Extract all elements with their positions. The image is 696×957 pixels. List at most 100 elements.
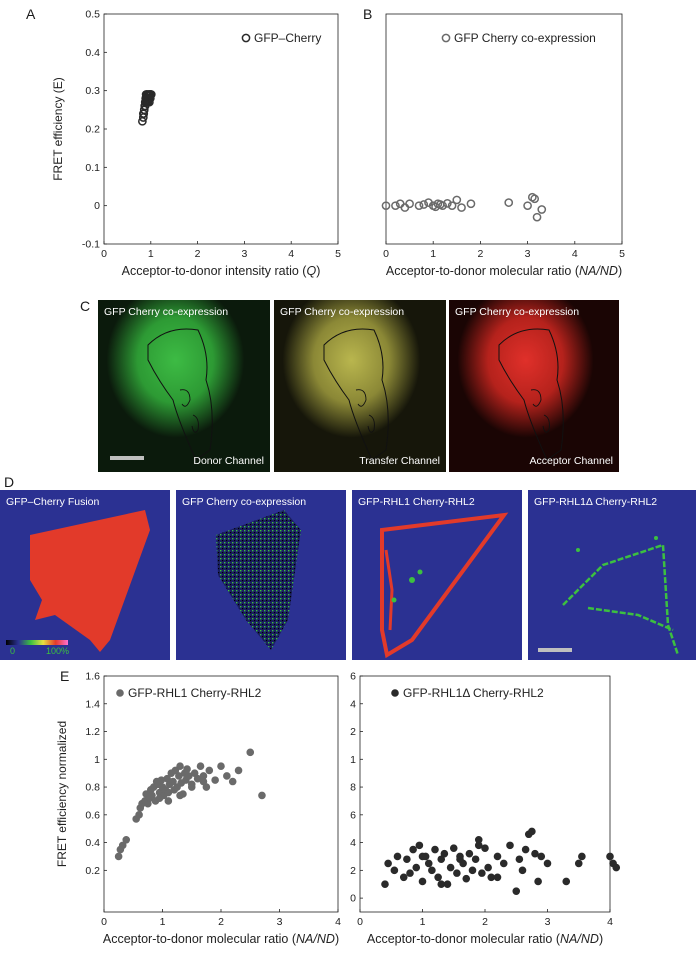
- x-axis-label: Acceptor-to-donor molecular ratio (NA/ND…: [103, 932, 339, 946]
- data-point: [418, 852, 427, 861]
- data-point: [484, 863, 492, 872]
- data-point: [424, 859, 433, 868]
- panel-label-c: C: [80, 298, 91, 314]
- data-point: [122, 836, 131, 844]
- y-tick-label: 0.2: [350, 865, 356, 877]
- data-point: [141, 90, 151, 99]
- transfer-caption: Transfer Channel: [359, 455, 440, 467]
- data-point: [205, 766, 214, 775]
- data-point: [481, 844, 489, 852]
- y-tick-label: 0.5: [85, 9, 100, 21]
- data-point: [512, 887, 521, 895]
- data-point: [391, 201, 400, 211]
- cell-edge: [380, 512, 509, 659]
- x-tick-label: 1: [160, 916, 166, 928]
- x-tick-label: 0: [101, 248, 107, 260]
- data-point: [515, 855, 524, 864]
- panel-label-b: B: [363, 6, 373, 22]
- x-tick-label: 2: [482, 916, 488, 928]
- fret-map-coexpression: GFP Cherry co-expression: [176, 490, 346, 660]
- y-tick-label: 0.8: [85, 782, 100, 794]
- data-point: [403, 855, 411, 864]
- data-point: [381, 880, 389, 889]
- data-point: [471, 855, 480, 864]
- legend-marker: [391, 689, 399, 697]
- legend-label: GFP-RHL1Δ Cherry-RHL2: [403, 686, 544, 700]
- y-tick-label: 1.2: [85, 726, 100, 738]
- x-tick-label: 2: [477, 248, 483, 260]
- x-axis-label: Acceptor-to-donor molecular ratio (NA/ND…: [367, 932, 603, 946]
- data-point: [578, 852, 586, 861]
- x-tick-label: 3: [525, 248, 531, 260]
- coexp-title: GFP Cherry co-expression: [182, 496, 307, 508]
- data-point: [211, 776, 219, 784]
- chart-b: 0 1 2 3 4 5 Acceptor-to-donor molecular ratio …: [381, 13, 625, 278]
- acceptor-caption: Acceptor Channel: [529, 455, 613, 467]
- y-tick-label: 0.3: [85, 85, 100, 97]
- x-tick-label: 5: [619, 248, 625, 260]
- data-point: [528, 827, 536, 836]
- data-point: [155, 794, 164, 802]
- data-point: [148, 791, 156, 800]
- data-point: [437, 880, 446, 889]
- rhl1-title: GFP-RHL1 Cherry-RHL2: [358, 496, 475, 508]
- data-point: [164, 788, 173, 797]
- donor-channel-image: GFP Cherry co-expression Donor Channel: [98, 300, 270, 472]
- data-point: [504, 198, 514, 207]
- x-axis-label: Acceptor-to-donor intensity ratio (Q): [122, 264, 321, 278]
- y-tick-label: 0: [94, 200, 100, 212]
- data-point: [139, 105, 149, 115]
- data-point: [135, 811, 143, 819]
- data-point: [146, 90, 156, 99]
- x-tick-label: 2: [195, 248, 201, 260]
- data-point: [118, 841, 127, 850]
- data-point: [468, 866, 477, 875]
- data-point: [138, 109, 148, 119]
- fret-map-rhl1: GFP-RHL1 Cherry-RHL2: [352, 490, 522, 660]
- data-point: [176, 762, 184, 771]
- data-point: [171, 766, 180, 775]
- data-point: [537, 205, 547, 214]
- data-point: [246, 748, 255, 757]
- x-tick-label: 1: [148, 248, 154, 260]
- fret-map-rhl1-delta: GFP-RHL1Δ Cherry-RHL2: [528, 490, 696, 660]
- rhl1d-title: GFP-RHL1Δ Cherry-RHL2: [534, 496, 658, 508]
- cell-shape: [30, 510, 150, 652]
- x-tick-label: 5: [335, 248, 341, 260]
- data-point: [532, 212, 542, 222]
- x-tick-label: 4: [607, 916, 613, 928]
- donor-caption: Donor Channel: [193, 455, 264, 467]
- y-tick-label: 1.2: [350, 726, 356, 738]
- data-point: [457, 203, 466, 212]
- color-scale-min: 0: [10, 646, 16, 656]
- data-point: [521, 845, 530, 854]
- x-tick-label: 4: [572, 248, 578, 260]
- data-point: [414, 201, 424, 211]
- transfer-channel-image: GFP Cherry co-expression Transfer Channe…: [274, 300, 446, 472]
- acceptor-channel-image: GFP Cherry co-expression Acceptor Channe…: [449, 300, 619, 472]
- data-point: [456, 855, 464, 864]
- data-point: [466, 199, 476, 209]
- data-point: [176, 791, 184, 800]
- data-point: [612, 863, 621, 872]
- y-tick-label: 0.4: [85, 47, 100, 59]
- data-point: [443, 199, 452, 208]
- x-tick-label: 1: [430, 248, 436, 260]
- data-point: [114, 852, 123, 861]
- data-point: [415, 841, 424, 850]
- data-point: [449, 844, 458, 852]
- data-point: [393, 852, 402, 861]
- data-point: [446, 863, 455, 872]
- data-point: [534, 877, 542, 886]
- legend-label: GFP-RHL1 Cherry-RHL2: [128, 686, 262, 700]
- legend-label: GFP–Cherry: [254, 31, 321, 45]
- color-scale-max: 100%: [46, 646, 70, 656]
- y-axis-label: FRET efficiency normalized: [55, 721, 69, 867]
- color-scale-bar: [6, 640, 68, 645]
- data-point: [164, 797, 173, 805]
- chart-e-left: 0 1 2 3 4 0.2 0.4 0.6 0.8 1 1.2 1.4 1.6 Acceptor-to-d…: [55, 671, 341, 947]
- data-point: [453, 869, 461, 877]
- y-tick-label: 0.2: [85, 865, 100, 877]
- data-point: [399, 873, 408, 882]
- data-point: [199, 777, 208, 786]
